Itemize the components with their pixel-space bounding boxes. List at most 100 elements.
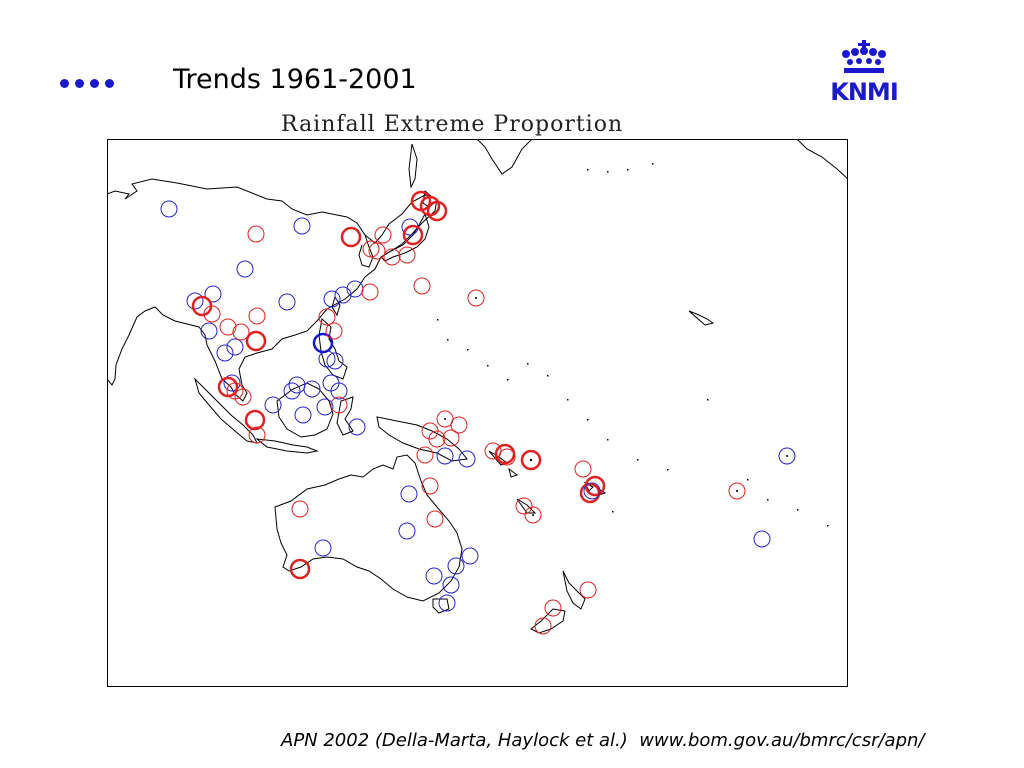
- station-circle-red: [515, 497, 533, 515]
- stations: [160, 190, 796, 635]
- station-circle-blue: [294, 406, 312, 424]
- station-circle-blue: [323, 290, 341, 308]
- coastline-new-caledonia: [516, 498, 537, 514]
- coastline-java: [255, 438, 319, 454]
- station-circle-red: [467, 289, 485, 307]
- station-circle-blue: [398, 522, 416, 540]
- station-circle-red: [442, 429, 460, 447]
- bullet-dot: [60, 78, 69, 88]
- station-circle-blue: [283, 382, 301, 400]
- title-bullets: [60, 68, 114, 98]
- station-circle-red: [361, 283, 379, 301]
- station-circle-blue: [316, 398, 334, 416]
- bullet-dot: [75, 78, 84, 88]
- station-circle-red: [219, 318, 237, 336]
- station-circle-blue: [303, 380, 321, 398]
- station-centers: [444, 297, 788, 516]
- station-circle-red: [498, 448, 516, 466]
- coastline-taiwan: [331, 295, 341, 317]
- station-circle-red-bold: [245, 330, 267, 352]
- coastline-hawaii: [688, 310, 715, 326]
- knmi-logo: KNMI: [824, 38, 904, 106]
- station-circle-blue: [447, 557, 465, 575]
- station-circle-blue-bold: [312, 332, 334, 354]
- station-circle-blue: [200, 322, 218, 340]
- station-circle-red-bold: [244, 409, 266, 431]
- station-circle-blue: [186, 292, 204, 310]
- coastline-kamchatka: [476, 139, 533, 175]
- station-circle-blue: [442, 576, 460, 594]
- station-circle-blue: [438, 594, 456, 612]
- station-circle-blue: [425, 567, 443, 585]
- station-circle-red: [291, 500, 309, 518]
- station-circle-blue: [223, 374, 241, 392]
- station-circle-red: [232, 323, 250, 341]
- station-circle-red-bold: [402, 224, 424, 246]
- station-circle-red: [426, 510, 444, 528]
- station-circle-red-bold: [419, 195, 441, 217]
- coastline-korea: [358, 234, 374, 268]
- station-circle-blue: [226, 338, 244, 356]
- map-title: Rainfall Extreme Proportion: [281, 112, 624, 137]
- bullet-dot: [90, 78, 99, 88]
- station-circle-red: [248, 307, 266, 325]
- station-circle-red: [325, 322, 343, 340]
- coastline-new-zealand: [530, 570, 586, 634]
- station-circle-red: [534, 617, 552, 635]
- logo-text: KNMI: [830, 78, 899, 106]
- station-circle-blue: [583, 482, 601, 500]
- small-islands: [437, 163, 829, 527]
- coastline-sakhalin: [408, 143, 418, 189]
- station-circle-blue: [753, 530, 771, 548]
- station-circle-red: [247, 225, 265, 243]
- station-circle-blue: [236, 260, 254, 278]
- station-circle-red: [544, 599, 562, 617]
- station-circle-blue: [204, 285, 222, 303]
- station-circle-blue: [461, 547, 479, 565]
- station-circle-blue: [348, 418, 366, 436]
- station-circle-red: [413, 277, 431, 295]
- station-circle-red: [421, 477, 439, 495]
- coastline-alaska: [796, 139, 848, 180]
- station-circle-red: [524, 506, 542, 524]
- station-circle-red: [428, 430, 446, 448]
- slide-title: Trends 1961-2001: [173, 64, 417, 95]
- bullet-dot: [105, 78, 114, 88]
- station-circle-blue: [436, 447, 454, 465]
- station-circle-red-bold: [340, 226, 362, 248]
- station-circle-red: [383, 248, 401, 266]
- station-circle-blue: [778, 447, 796, 465]
- footer-citation: APN 2002 (Della-Marta, Haylock et al.) w…: [281, 730, 925, 751]
- station-circle-red: [248, 426, 266, 444]
- crown-icon: [842, 40, 886, 73]
- station-circle-blue: [458, 450, 476, 468]
- station-circle-blue: [293, 217, 311, 235]
- station-circle-red-bold: [191, 295, 213, 317]
- station-circle-red: [579, 581, 597, 599]
- station-circle-blue: [278, 293, 296, 311]
- coastline-tasmania: [432, 598, 450, 614]
- station-circle-blue: [400, 485, 418, 503]
- station-circle-red: [374, 226, 392, 244]
- map-panel: [107, 139, 848, 687]
- coastline-australia: [274, 454, 463, 602]
- station-circle-red-bold: [289, 558, 311, 580]
- station-circle-blue: [160, 200, 178, 218]
- station-circle-blue: [326, 352, 344, 370]
- station-circle-red: [318, 308, 336, 326]
- station-circle-red: [234, 388, 252, 406]
- station-circle-red: [398, 246, 416, 264]
- station-circle-red-bold: [494, 443, 516, 465]
- station-circle-red: [416, 446, 434, 464]
- station-circle-red: [368, 242, 386, 260]
- station-circle-red: [574, 460, 592, 478]
- station-circle-red-bold: [217, 376, 239, 398]
- station-circle-blue: [334, 286, 352, 304]
- station-circle-red: [728, 482, 746, 500]
- station-circle-blue: [216, 344, 234, 362]
- station-circle-red: [330, 396, 348, 414]
- station-circle-blue: [314, 539, 332, 557]
- station-circle-blue: [264, 396, 282, 414]
- station-circle-red: [450, 416, 468, 434]
- station-circle-blue: [330, 382, 348, 400]
